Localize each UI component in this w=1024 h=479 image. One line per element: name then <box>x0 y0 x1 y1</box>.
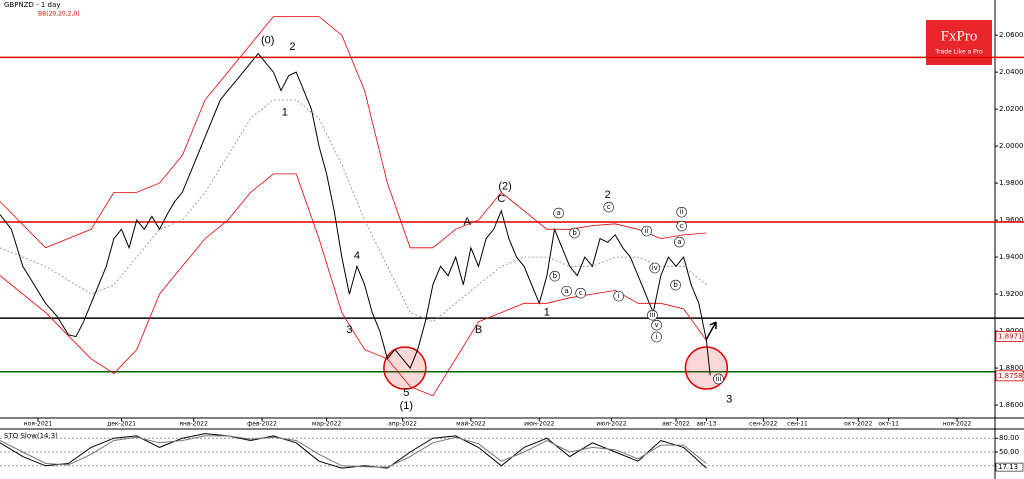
wave-label: B <box>475 324 482 336</box>
wave-label: (1) <box>400 400 413 412</box>
wave-label: c <box>680 222 684 230</box>
wave-label: iii <box>650 311 656 319</box>
wave-label: 3 <box>726 393 732 405</box>
x-tick-label: окт-2022 <box>844 421 872 428</box>
annotation-circle <box>613 290 624 302</box>
x-tick-label: ноя-2021 <box>24 421 53 428</box>
wave-label: iii <box>716 375 722 383</box>
x-tick-label: мар-2022 <box>312 421 342 428</box>
annotation-circle <box>575 287 586 299</box>
wave-label: ii <box>680 208 684 216</box>
x-tick-label: авг-13 <box>696 421 716 428</box>
price-label: 1.8971 <box>998 332 1023 340</box>
x-tick-label: окт-11 <box>878 421 899 428</box>
x-tick-label: дек-2021 <box>107 421 136 428</box>
wave-label: i <box>618 292 620 300</box>
annotation-circle <box>713 373 724 385</box>
logo-tagline: Trade Like a Pro <box>934 49 983 56</box>
y-tick-label: 2.0000 <box>999 142 1024 150</box>
indicator-label: BB(20,20,2,0) <box>38 11 80 18</box>
y-tick-label: 80.00 <box>999 434 1019 442</box>
wave-label: iv <box>652 264 658 272</box>
highlight-zone <box>383 346 427 390</box>
bollinger-lower <box>0 173 707 397</box>
price-line <box>0 52 711 376</box>
wave-label: (2) <box>498 181 511 193</box>
annotation-circle <box>676 220 687 232</box>
annotation-circle <box>549 270 561 282</box>
wave-label: 2 <box>289 41 295 53</box>
y-tick-label: 1.8800 <box>999 364 1024 372</box>
y-tick-label: 50.00 <box>999 448 1019 456</box>
annotation-circle <box>553 207 564 219</box>
wave-label: b <box>572 229 577 237</box>
y-tick-label: 2.0600 <box>999 31 1024 39</box>
wave-label: a <box>564 287 568 295</box>
annotation-circle <box>674 236 685 248</box>
y-tick-label: 1.9400 <box>999 253 1024 261</box>
price-label-box <box>995 331 1024 342</box>
annotation-circle <box>649 262 661 274</box>
y-tick-label: 1.8600 <box>999 401 1024 409</box>
x-tick-label: сен-2022 <box>749 421 778 428</box>
x-tick-label: апр-2022 <box>388 421 417 428</box>
stoch-value-label: 17.13 <box>998 463 1018 471</box>
bollinger-middle <box>0 99 707 323</box>
stoch-title: STO Slow(14,3) <box>4 432 58 440</box>
price-line <box>0 433 707 469</box>
annotation-circle <box>651 331 662 343</box>
wave-label: 3 <box>346 324 352 336</box>
wave-label: ii <box>645 227 649 235</box>
wave-label: a <box>677 238 681 246</box>
y-tick-label: 1.9600 <box>999 216 1024 224</box>
wave-label: C <box>497 193 505 205</box>
x-tick-label: авг-2022 <box>662 421 690 428</box>
price-label: 1.8758 <box>998 372 1023 380</box>
wave-label: a <box>556 209 560 217</box>
x-tick-label: янв-2022 <box>179 421 208 428</box>
annotation-circle <box>603 201 615 213</box>
annotation-circle <box>569 227 580 239</box>
wave-label: 1 <box>282 107 288 119</box>
wave-label: c <box>607 203 611 211</box>
wave-label: 2 <box>605 189 611 201</box>
annotation-circle <box>670 279 681 291</box>
chart-title: GBPNZD - 1 day <box>4 1 60 9</box>
x-tick-label: май-2022 <box>456 421 486 428</box>
y-tick-label: 1.9200 <box>999 290 1024 298</box>
stoch-value-box <box>995 462 1024 472</box>
annotation-circle <box>641 225 653 237</box>
wave-label: b <box>673 281 678 289</box>
x-tick-label: июл-2022 <box>596 421 626 428</box>
logo-name: FxPro <box>941 28 978 44</box>
x-tick-label: ноя-2022 <box>943 421 972 428</box>
wave-label: b <box>553 272 558 280</box>
x-tick-label: сен-11 <box>787 421 808 428</box>
price-line <box>0 435 707 468</box>
x-tick-label: фев-2022 <box>247 421 277 428</box>
wave-label: A <box>463 216 471 228</box>
annotation-circle <box>676 206 687 218</box>
y-tick-label: 2.0400 <box>999 68 1024 76</box>
direction-arrow <box>705 321 717 341</box>
wave-label: (0) <box>261 35 274 47</box>
wave-label: v <box>655 321 659 329</box>
y-tick-label: 2.0200 <box>999 105 1024 113</box>
wave-label: c <box>579 289 583 297</box>
annotation-circle <box>651 319 662 331</box>
wave-label: 4 <box>354 250 360 262</box>
price-label-box <box>995 370 1024 382</box>
wave-label: 1 <box>544 306 550 318</box>
annotation-circle <box>561 285 572 297</box>
wave-label: 5 <box>403 387 409 399</box>
bollinger-upper <box>0 16 707 249</box>
wave-label: i <box>656 333 658 341</box>
annotation-circle <box>647 309 658 321</box>
x-tick-label: июн-2022 <box>524 421 554 428</box>
y-tick-label: 1.9800 <box>999 179 1024 187</box>
